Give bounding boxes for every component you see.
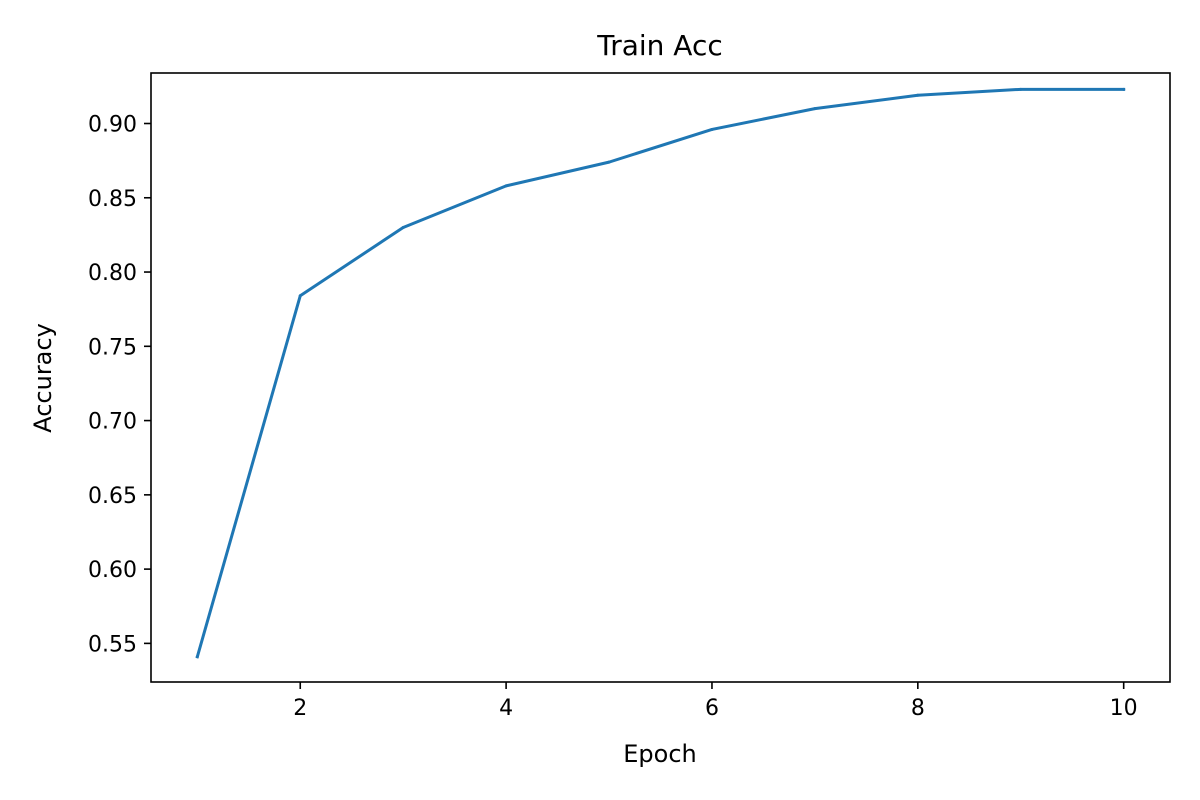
x-tick-label: 10 [1110, 696, 1138, 721]
data-point [813, 107, 817, 111]
data-point [1122, 87, 1126, 91]
data-point [710, 127, 714, 131]
y-tick-label: 0.60 [88, 558, 137, 583]
x-axis-label: Epoch [623, 740, 697, 768]
x-tick-label: 2 [293, 696, 307, 721]
data-point [298, 294, 302, 298]
y-tick-label: 0.55 [88, 632, 137, 657]
data-point [504, 184, 508, 188]
data-point [401, 225, 405, 229]
ticks-layer: 2 4 6 8 10 0.55 0.60 0.65 0.70 0.75 0.80 0.85 0.90 [88, 113, 1138, 721]
data-point [195, 655, 199, 659]
x-tick-label: 4 [499, 696, 513, 721]
data-point [607, 160, 611, 164]
plot-frame [150, 72, 1171, 683]
y-tick-label: 0.70 [88, 410, 137, 435]
data-point [916, 93, 920, 97]
y-axis-label: Accuracy [29, 323, 57, 433]
y-tick-label: 0.85 [88, 187, 137, 212]
series-line [195, 87, 1126, 659]
chart-title: Train Acc [596, 29, 723, 62]
y-tick-label: 0.90 [88, 113, 137, 138]
data-point [1019, 87, 1023, 91]
y-tick-label: 0.65 [88, 484, 137, 509]
y-tick-label: 0.80 [88, 261, 137, 286]
series-layer [195, 87, 1126, 659]
x-tick-label: 8 [911, 696, 925, 721]
y-tick-label: 0.75 [88, 335, 137, 360]
x-tick-label: 6 [705, 696, 719, 721]
